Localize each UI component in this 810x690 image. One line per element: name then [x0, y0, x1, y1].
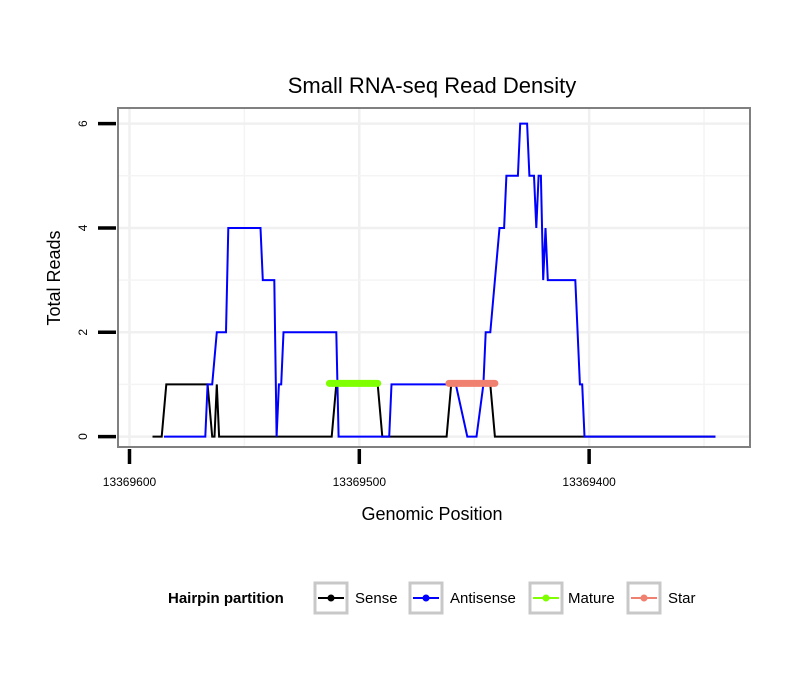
chart-title: Small RNA-seq Read Density — [288, 73, 577, 98]
legend-title: Hairpin partition — [168, 590, 284, 607]
legend-key-dot-star — [640, 594, 648, 602]
x-tick-label-2: 13369400 — [562, 475, 616, 489]
y-tick-label-0: 0 — [76, 433, 90, 440]
legend-label-antisense: Antisense — [450, 590, 516, 607]
y-tick-label-3: 6 — [76, 120, 90, 127]
plot-area-background — [118, 108, 750, 447]
legend-label-star: Star — [668, 590, 696, 607]
y-tick-label-1: 2 — [76, 329, 90, 336]
x-axis-label: Genomic Position — [361, 504, 502, 524]
legend-key-dot-antisense — [422, 594, 430, 602]
legend-label-sense: Sense — [355, 590, 398, 607]
legend-key-dot-mature — [542, 594, 550, 602]
legend-key-dot-sense — [327, 594, 335, 602]
series-line-antisense — [164, 122, 716, 438]
x-tick-label-0: 13369600 — [103, 475, 157, 489]
y-axis-label: Total Reads — [44, 230, 64, 325]
y-axis-ticks: 0 2 4 6 — [76, 120, 116, 440]
series-layer — [152, 122, 716, 438]
y-tick-label-2: 4 — [76, 224, 90, 231]
x-axis-ticks: 13369600 13369500 13369400 — [103, 449, 616, 489]
legend-label-mature: Mature — [568, 590, 615, 607]
x-tick-label-1: 13369500 — [333, 475, 387, 489]
legend: Hairpin partition Sense Antisense Mature St… — [168, 581, 696, 615]
plot-area-border — [117, 107, 751, 448]
